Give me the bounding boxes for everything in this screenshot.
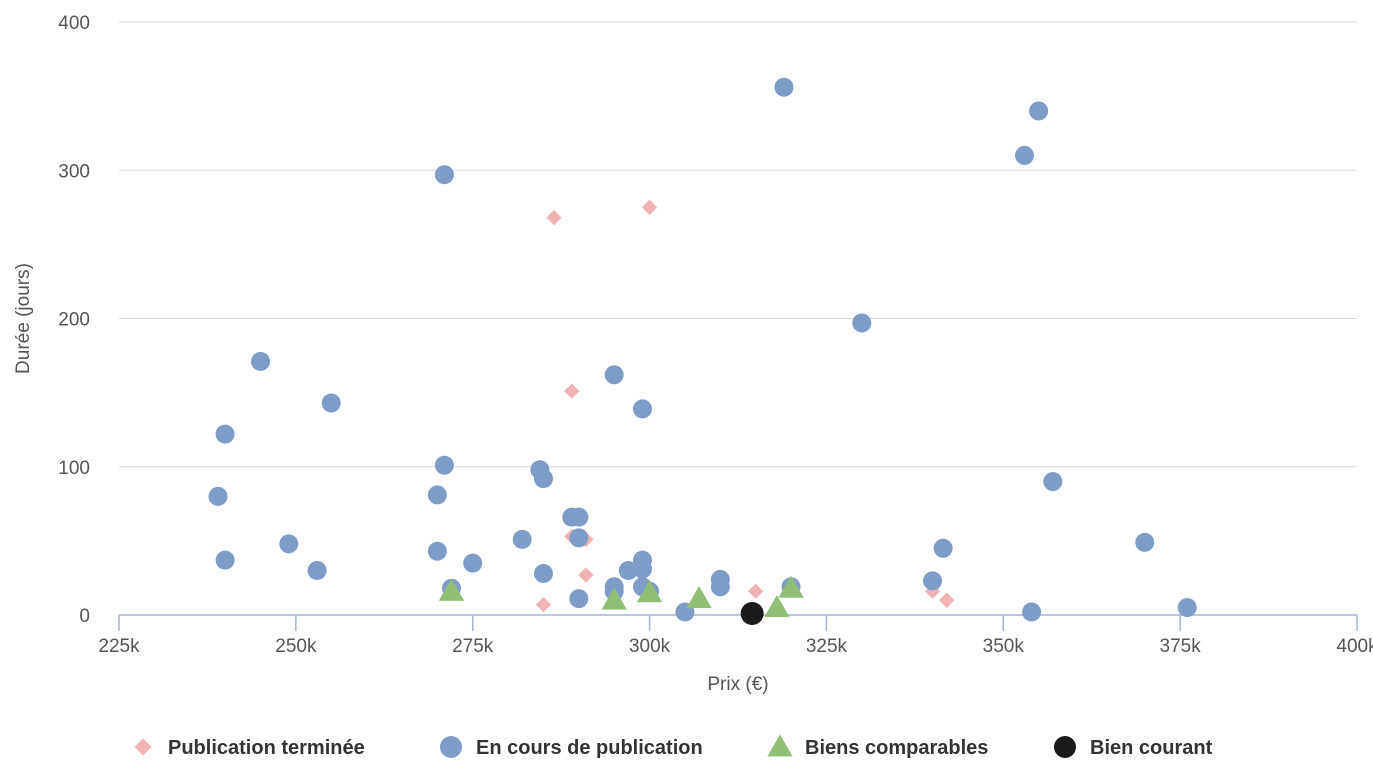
data-point bbox=[939, 592, 955, 608]
data-point bbox=[279, 534, 299, 554]
data-point bbox=[564, 383, 580, 399]
data-point bbox=[1043, 472, 1063, 492]
data-point bbox=[778, 575, 804, 598]
legend-item-bien-courant[interactable]: Bien courant bbox=[1054, 736, 1213, 759]
legend-item-biens-comparables[interactable]: Biens comparables bbox=[767, 734, 988, 759]
legend-label: En cours de publication bbox=[476, 737, 703, 759]
data-point bbox=[546, 210, 562, 226]
series-en-cours-de-publication bbox=[208, 77, 1197, 622]
y-tick-label: 200 bbox=[58, 310, 90, 331]
data-point bbox=[438, 578, 465, 601]
x-tick-label: 350k bbox=[983, 636, 1025, 657]
data-point bbox=[686, 586, 712, 609]
legend-label: Publication terminée bbox=[168, 737, 365, 759]
data-points bbox=[208, 77, 1197, 626]
data-point bbox=[774, 77, 794, 97]
data-point bbox=[250, 351, 270, 371]
data-point bbox=[618, 561, 638, 581]
data-point bbox=[852, 313, 872, 333]
legend-label: Biens comparables bbox=[805, 737, 988, 759]
data-point bbox=[923, 571, 943, 591]
x-tick-label: 400k bbox=[1336, 636, 1373, 657]
data-point bbox=[636, 580, 663, 603]
legend-label: Bien courant bbox=[1090, 737, 1213, 759]
legend-marker-icon bbox=[1054, 736, 1076, 758]
data-point bbox=[604, 365, 624, 385]
data-point bbox=[215, 550, 235, 570]
x-tick-label: 250k bbox=[275, 636, 317, 657]
legend-marker-icon bbox=[134, 738, 152, 756]
data-point bbox=[1177, 598, 1197, 618]
data-point bbox=[632, 399, 652, 419]
series-biens-comparables bbox=[438, 575, 804, 618]
data-point bbox=[533, 469, 553, 489]
data-point bbox=[641, 199, 658, 215]
legend-marker-icon bbox=[767, 734, 793, 757]
x-tick-label: 225k bbox=[98, 636, 140, 657]
data-point bbox=[748, 583, 764, 599]
data-point bbox=[601, 587, 627, 610]
data-point bbox=[569, 507, 589, 527]
data-point bbox=[434, 165, 454, 185]
data-point bbox=[427, 541, 447, 561]
data-point bbox=[1022, 602, 1042, 622]
data-point bbox=[307, 561, 327, 581]
y-tick-label: 0 bbox=[79, 606, 90, 627]
y-tick-label: 100 bbox=[58, 458, 90, 479]
data-point bbox=[569, 528, 589, 548]
data-point bbox=[1135, 532, 1155, 552]
data-point bbox=[463, 553, 483, 573]
data-point bbox=[710, 577, 730, 597]
data-point bbox=[1015, 145, 1035, 165]
x-axis-title: Prix (€) bbox=[707, 674, 768, 695]
data-point bbox=[764, 594, 790, 618]
data-point bbox=[427, 485, 447, 505]
x-tick-label: 275k bbox=[452, 636, 494, 657]
legend-item-en-cours-de-publication[interactable]: En cours de publication bbox=[440, 736, 703, 759]
data-point bbox=[215, 424, 235, 444]
y-tick-label: 400 bbox=[58, 13, 90, 34]
legend-marker-icon bbox=[440, 736, 462, 758]
data-point bbox=[578, 567, 594, 583]
data-point bbox=[740, 602, 764, 626]
series-publication-terminee bbox=[535, 199, 955, 613]
x-axis: 225k 250k 275k 300k 325k 350k 375k 400k bbox=[98, 614, 1373, 657]
y-tick-label: 300 bbox=[58, 161, 90, 182]
x-tick-label: 375k bbox=[1160, 636, 1202, 657]
x-tick-label: 325k bbox=[806, 636, 848, 657]
x-tick-label: 300k bbox=[629, 636, 671, 657]
data-point bbox=[1029, 101, 1049, 121]
data-point bbox=[434, 455, 454, 475]
data-point bbox=[535, 596, 552, 613]
y-axis: 0 100 200 300 400 bbox=[58, 13, 90, 627]
data-point bbox=[533, 563, 553, 583]
y-axis-title: Durée (jours) bbox=[13, 263, 34, 374]
data-point bbox=[569, 589, 589, 609]
data-point bbox=[632, 559, 652, 579]
legend: Publication terminée En cours de publicat… bbox=[134, 734, 1213, 759]
series-bien-courant bbox=[740, 602, 764, 626]
data-point bbox=[512, 529, 532, 549]
data-point bbox=[321, 393, 341, 413]
data-point bbox=[933, 538, 953, 558]
legend-item-publication-terminee[interactable]: Publication terminée bbox=[134, 737, 365, 759]
data-point bbox=[208, 486, 228, 506]
grid-lines bbox=[119, 21, 1357, 468]
